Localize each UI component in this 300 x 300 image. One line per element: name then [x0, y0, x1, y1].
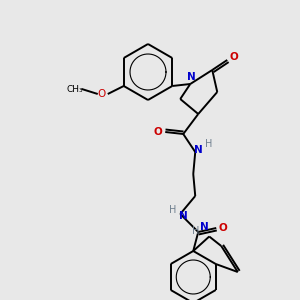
Text: N: N: [187, 72, 196, 82]
Text: O: O: [230, 52, 239, 62]
Text: N: N: [194, 145, 203, 155]
Text: H: H: [192, 226, 199, 236]
Text: O: O: [219, 223, 228, 233]
Text: CH₃: CH₃: [66, 85, 83, 94]
Text: H: H: [205, 139, 212, 149]
Text: N: N: [200, 221, 208, 232]
Text: O: O: [98, 89, 106, 99]
Text: O: O: [154, 127, 163, 137]
Text: H: H: [169, 205, 176, 215]
Text: N: N: [179, 211, 188, 221]
